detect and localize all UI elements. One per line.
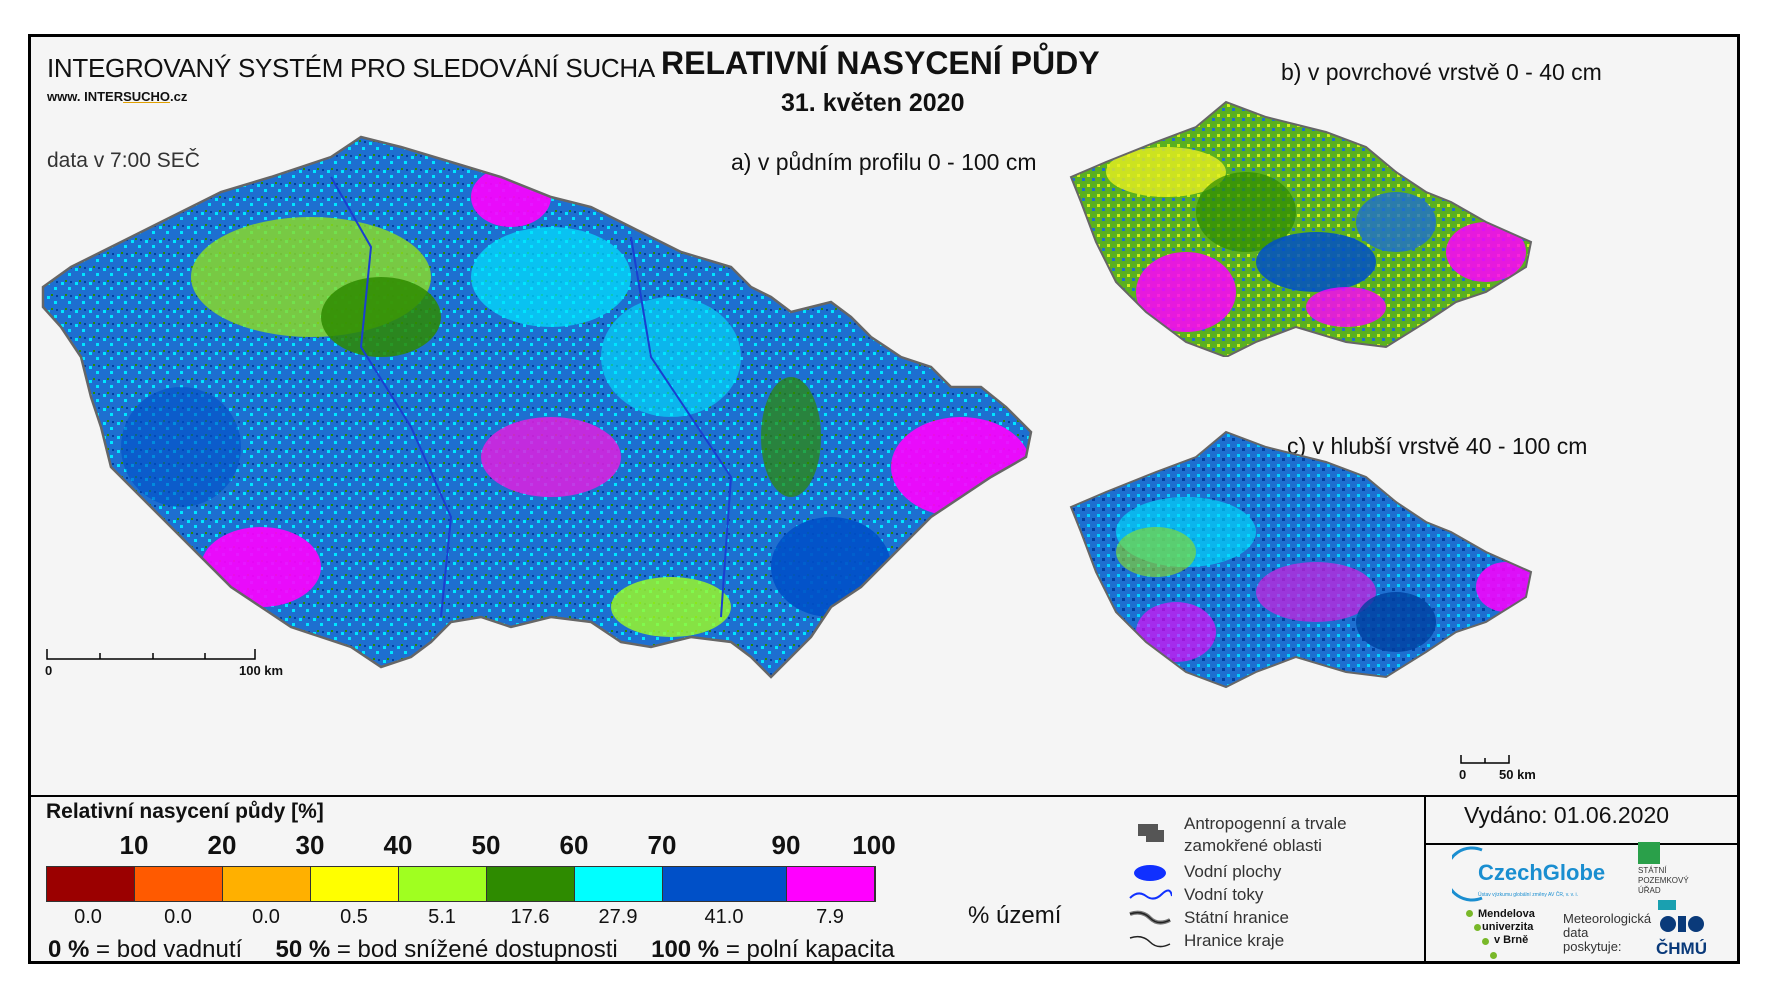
def-0-value: 0 %	[48, 936, 90, 963]
scale-small-start: 0	[1459, 767, 1467, 782]
issued-date: Vydáno: 01.06.2020	[1464, 802, 1670, 828]
state-border-icon	[1129, 910, 1171, 925]
threshold-label-7: 70	[647, 830, 677, 860]
map-b-label: b) v povrchové vrstvě 0 - 40 cm	[1281, 59, 1602, 85]
map-a-soil-profile	[41, 135, 1033, 679]
legend-title: Relativní nasycení půdy [%]	[46, 800, 324, 823]
mendel-dot-2	[1474, 924, 1481, 931]
legend-class-2	[135, 867, 223, 901]
met-line-3: poskytuje:	[1563, 939, 1622, 954]
chmu-text: ČHMÚ	[1656, 939, 1707, 958]
area-unit-label: % území	[968, 902, 1062, 929]
area-pct-1: 0.0	[74, 906, 102, 928]
legend-divider	[31, 795, 1737, 797]
mendel-line-2: univerzita	[1482, 921, 1534, 933]
data-time: data v 7:00 SEČ	[47, 149, 200, 172]
mendel-dot-4	[1490, 952, 1497, 959]
czechglobe-subtext: Ústav výzkumu globální změny AV ČR, v. v…	[1478, 891, 1578, 898]
scale-bar-main	[46, 649, 256, 660]
issued-divider	[1426, 843, 1737, 845]
web-prefix: www. INTER	[47, 89, 124, 104]
web-mid: SUCHO	[123, 89, 171, 104]
map-a-label: a) v půdním profilu 0 - 100 cm	[731, 149, 1037, 175]
legend-region-border: Hranice kraje	[1184, 931, 1285, 950]
page-title: RELATIVNÍ NASYCENÍ PŮDY	[661, 45, 1100, 81]
map-date: 31. květen 2020	[781, 89, 965, 117]
scale-small-end: 50 km	[1499, 767, 1536, 782]
area-pct-4: 0.5	[340, 906, 368, 928]
scale-bar-small	[1460, 755, 1510, 764]
anthropogenic-area-icon	[1138, 824, 1164, 842]
spu-accent	[1658, 900, 1676, 910]
mendel-dot-3	[1482, 938, 1489, 945]
legend-water-bodies: Vodní plochy	[1184, 862, 1282, 881]
threshold-label-5: 50	[471, 830, 501, 860]
map-c-deeper-layer	[1069, 430, 1533, 689]
chmu-logo: ČHMÚ	[1656, 916, 1707, 958]
legend-class-4	[311, 867, 399, 901]
threshold-label-8: 90	[771, 830, 801, 860]
def-100-value: 100 %	[651, 936, 720, 963]
met-line-1: Meteorologická	[1563, 911, 1652, 926]
czechglobe-text: CzechGlobe	[1478, 860, 1605, 885]
mendel-line-3: v Brně	[1494, 934, 1529, 946]
web-suffix: .cz	[170, 89, 188, 104]
legend-definitions: 0 % = bod vadnutí 50 % = bod snížené dos…	[48, 936, 895, 964]
spu-logo: STÁTNÍ POZEMKOVÝ ÚŘAD	[1638, 842, 1689, 910]
area-pct-8: 41.0	[704, 906, 744, 928]
met-data-text: Meteorologická data poskytuje:	[1563, 912, 1651, 954]
spu-mark	[1638, 842, 1660, 864]
region-border-icon	[1129, 935, 1171, 948]
area-pct-7: 27.9	[598, 906, 638, 928]
map-b-surface-layer	[1069, 100, 1533, 357]
spu-line-3: ÚŘAD	[1638, 886, 1661, 895]
legend-water-courses: Vodní toky	[1184, 885, 1264, 904]
legend-class-3	[223, 867, 311, 901]
def-50-value: 50 %	[275, 936, 331, 963]
mendel-dot-1	[1466, 910, 1473, 917]
def-50-text: = bod snížené dostupnosti	[336, 936, 618, 963]
legend-class-9	[787, 867, 875, 901]
website-link[interactable]: www. INTERSUCHO.cz	[47, 89, 187, 104]
map-frame: INTEGROVANÝ SYSTÉM PRO SLEDOVÁNÍ SUCHA w…	[28, 34, 1740, 964]
threshold-label-1: 10	[119, 830, 149, 860]
legend-class-8	[663, 867, 787, 901]
area-pct-9: 7.9	[816, 906, 844, 928]
legend-anthropogenic-2: zamokřené oblasti	[1184, 836, 1322, 855]
spu-text: STÁTNÍ POZEMKOVÝ ÚŘAD	[1638, 866, 1689, 896]
mendel-line-1: Mendelova	[1478, 908, 1535, 920]
met-line-2: data	[1563, 925, 1589, 940]
spu-line-1: STÁTNÍ	[1638, 866, 1667, 875]
def-0-text: = bod vadnutí	[96, 936, 243, 963]
def-100-text: = polní kapacita	[725, 936, 895, 963]
threshold-label-9: 100	[852, 830, 896, 860]
area-pct-6: 17.6	[510, 906, 550, 928]
threshold-label-3: 30	[295, 830, 325, 860]
map-c-label: c) v hlubší vrstvě 40 - 100 cm	[1287, 433, 1588, 459]
system-name: INTEGROVANÝ SYSTÉM PRO SLEDOVÁNÍ SUCHA	[47, 53, 655, 83]
water-body-icon	[1134, 865, 1166, 881]
map-area: INTEGROVANÝ SYSTÉM PRO SLEDOVÁNÍ SUCHA w…	[31, 37, 1737, 795]
legend-anthropogenic-1: Antropogenní a trvale	[1184, 814, 1347, 833]
legend-class-5	[399, 867, 487, 901]
threshold-label-2: 20	[207, 830, 237, 860]
threshold-label-6: 60	[559, 830, 589, 860]
scale-main-end: 100 km	[239, 663, 284, 678]
czechglobe-logo: CzechGlobe Ústav výzkumu globální změny …	[1452, 846, 1605, 902]
legend-class-7	[575, 867, 663, 901]
mendel-text: Mendelova univerzita v Brně	[1478, 908, 1535, 947]
area-pct-5: 5.1	[428, 906, 456, 928]
legend-state-border: Státní hranice	[1184, 908, 1289, 927]
legend-color-bar	[46, 866, 876, 902]
water-course-icon	[1129, 889, 1172, 900]
legend-class-6	[487, 867, 575, 901]
scale-main-start: 0	[45, 663, 53, 678]
area-pct-2: 0.0	[164, 906, 192, 928]
spu-line-2: POZEMKOVÝ	[1638, 876, 1689, 885]
threshold-label-4: 40	[383, 830, 413, 860]
area-pct-3: 0.0	[252, 906, 280, 928]
footer-divider	[1424, 797, 1426, 961]
legend-class-1	[47, 867, 135, 901]
